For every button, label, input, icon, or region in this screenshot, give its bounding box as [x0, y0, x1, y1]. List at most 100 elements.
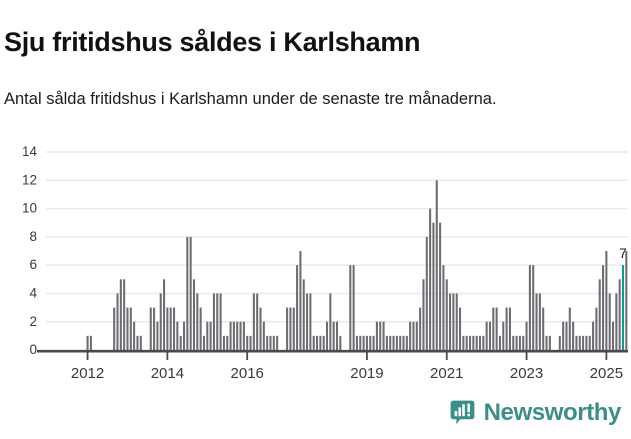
bar[interactable]: [226, 335, 229, 350]
bar[interactable]: [256, 293, 259, 350]
bar[interactable]: [173, 307, 176, 350]
bar[interactable]: [399, 335, 402, 350]
bar[interactable]: [359, 335, 362, 350]
bar[interactable]: [192, 279, 196, 350]
bar[interactable]: [199, 307, 202, 350]
bar[interactable]: [156, 321, 159, 350]
bar[interactable]: [449, 293, 452, 350]
bar[interactable]: [608, 293, 611, 350]
highlighted-bar[interactable]: [621, 265, 625, 350]
bar[interactable]: [462, 335, 465, 350]
bar[interactable]: [272, 335, 275, 350]
bar[interactable]: [149, 307, 152, 350]
bar[interactable]: [595, 307, 598, 350]
bar[interactable]: [429, 208, 432, 350]
bar[interactable]: [179, 335, 182, 350]
bar[interactable]: [492, 307, 495, 350]
bar[interactable]: [206, 321, 209, 350]
bar[interactable]: [402, 335, 405, 350]
bar[interactable]: [335, 321, 339, 350]
bar[interactable]: [123, 279, 126, 350]
bar[interactable]: [515, 335, 518, 350]
bar[interactable]: [325, 321, 329, 350]
bar[interactable]: [289, 307, 292, 350]
bar[interactable]: [425, 236, 428, 350]
bar[interactable]: [232, 321, 235, 350]
bar[interactable]: [196, 293, 199, 350]
bar[interactable]: [435, 180, 438, 350]
bar[interactable]: [532, 265, 535, 350]
bar[interactable]: [508, 307, 511, 350]
bar[interactable]: [163, 279, 166, 350]
bar[interactable]: [362, 335, 365, 350]
bar[interactable]: [558, 335, 561, 350]
bar[interactable]: [113, 307, 116, 350]
bar[interactable]: [242, 321, 245, 350]
bar[interactable]: [329, 293, 332, 350]
bar[interactable]: [119, 279, 122, 350]
bar[interactable]: [352, 265, 355, 350]
bar[interactable]: [249, 335, 252, 350]
bar[interactable]: [568, 307, 571, 350]
bar[interactable]: [415, 321, 418, 350]
bar[interactable]: [432, 222, 435, 350]
bar[interactable]: [445, 279, 448, 350]
bar[interactable]: [302, 279, 305, 350]
bar[interactable]: [236, 321, 239, 350]
bar[interactable]: [169, 307, 172, 350]
bar[interactable]: [309, 293, 312, 350]
bar[interactable]: [548, 335, 551, 350]
bar[interactable]: [472, 335, 475, 350]
bar[interactable]: [229, 321, 232, 350]
bar[interactable]: [395, 335, 398, 350]
bar[interactable]: [478, 335, 482, 350]
bar[interactable]: [578, 335, 581, 350]
bar[interactable]: [502, 321, 505, 350]
bar[interactable]: [512, 335, 515, 350]
bar[interactable]: [186, 236, 189, 350]
bar[interactable]: [442, 265, 445, 350]
bar[interactable]: [133, 321, 136, 350]
bar[interactable]: [306, 293, 309, 350]
bar[interactable]: [625, 251, 628, 350]
bar[interactable]: [385, 335, 388, 350]
bar[interactable]: [469, 335, 472, 350]
bar[interactable]: [276, 335, 279, 350]
bar[interactable]: [189, 236, 192, 350]
bar[interactable]: [525, 321, 528, 350]
bar[interactable]: [592, 321, 595, 350]
bar[interactable]: [452, 293, 455, 350]
bar[interactable]: [365, 335, 368, 350]
bar[interactable]: [209, 321, 212, 350]
bar[interactable]: [585, 335, 588, 350]
bar[interactable]: [286, 307, 289, 350]
bar[interactable]: [522, 335, 525, 350]
bar[interactable]: [518, 335, 521, 350]
bar[interactable]: [153, 307, 156, 350]
bar[interactable]: [355, 335, 358, 350]
bar[interactable]: [615, 293, 618, 350]
bar[interactable]: [375, 321, 378, 350]
bar[interactable]: [322, 335, 325, 350]
bar[interactable]: [505, 307, 508, 350]
bar[interactable]: [176, 321, 179, 350]
bar[interactable]: [498, 335, 501, 350]
bar[interactable]: [259, 307, 262, 350]
bar[interactable]: [582, 335, 585, 350]
bar[interactable]: [222, 335, 225, 350]
bar[interactable]: [538, 293, 541, 350]
bar[interactable]: [136, 335, 139, 350]
bar[interactable]: [316, 335, 319, 350]
bar[interactable]: [89, 335, 92, 350]
bar[interactable]: [565, 321, 568, 350]
bar[interactable]: [439, 222, 442, 350]
bar[interactable]: [266, 335, 269, 350]
bar[interactable]: [86, 335, 89, 350]
bar[interactable]: [419, 307, 422, 350]
bar[interactable]: [129, 307, 132, 350]
bar[interactable]: [269, 335, 272, 350]
bar[interactable]: [379, 321, 382, 350]
bar[interactable]: [219, 293, 222, 350]
bar[interactable]: [575, 335, 578, 350]
bar[interactable]: [312, 335, 315, 350]
